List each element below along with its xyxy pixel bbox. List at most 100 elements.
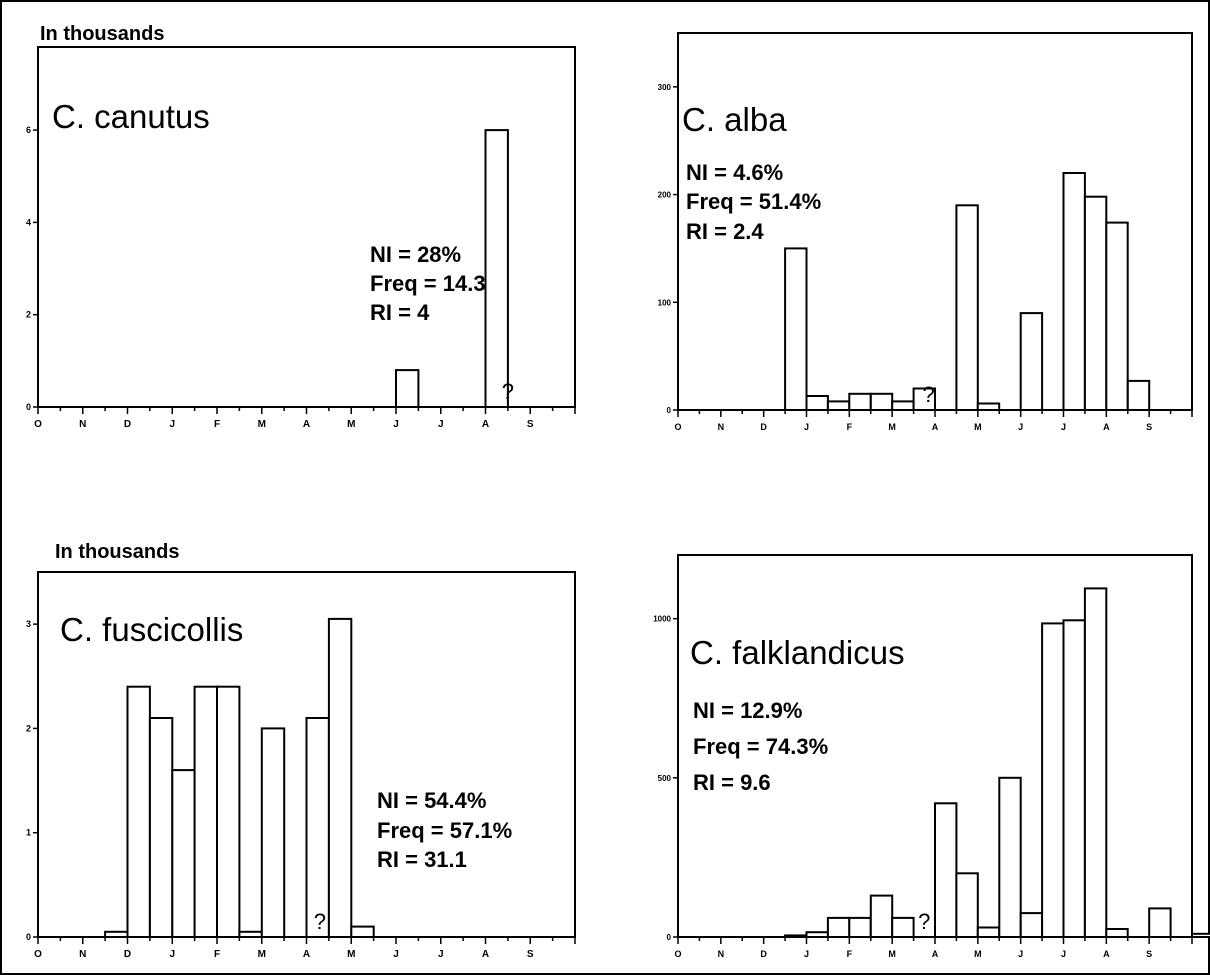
bar (1019, 912, 1044, 938)
month-label: O (34, 419, 42, 430)
month-label: M (974, 422, 982, 432)
stat-ri: RI = 9.6 (693, 770, 771, 795)
month-label: F (847, 949, 853, 959)
bar (848, 916, 872, 939)
y-tick-label: 2 (26, 723, 31, 733)
bar (934, 802, 958, 938)
species-name: C. falklandicus (690, 634, 905, 671)
bar (976, 926, 1001, 938)
bar (869, 392, 894, 411)
month-label: J (438, 419, 444, 430)
bar (955, 204, 979, 411)
species-name: C. fuscicollis (60, 611, 243, 648)
y-tick-label: 6 (26, 125, 31, 135)
month-label: N (718, 949, 725, 959)
month-label: A (303, 419, 310, 430)
month-label: N (79, 419, 86, 430)
month-label: O (34, 949, 42, 960)
species-name: C. canutus (52, 98, 210, 135)
y-tick-label: 1 (26, 828, 31, 838)
y-tick-label: 4 (26, 217, 31, 227)
missing-data-marker: ? (314, 909, 326, 934)
bar (1041, 622, 1065, 939)
month-label: J (1061, 422, 1066, 432)
bar (1105, 221, 1129, 411)
species-name: C. alba (682, 101, 787, 138)
month-label: A (1103, 949, 1110, 959)
stat-ni: NI = 4.6% (686, 160, 783, 185)
bar (1019, 312, 1044, 412)
bar (216, 685, 241, 939)
month-label: D (124, 419, 131, 430)
month-label: J (1061, 949, 1066, 959)
month-label: N (79, 949, 86, 960)
panel-c-falklandicus: C. falklandicus NI = 12.9% Freq = 74.3% … (653, 554, 1210, 959)
month-label: S (1146, 949, 1152, 959)
month-label: J (393, 949, 399, 960)
y-tick-label: 0 (667, 933, 672, 942)
stat-freq: Freq = 14.3% (370, 271, 505, 296)
month-label: M (258, 949, 266, 960)
bar (848, 392, 872, 411)
stat-ri: RI = 4 (370, 300, 430, 325)
stat-ri: RI = 31.1 (377, 847, 467, 872)
y-tick-label: 1000 (653, 615, 671, 624)
bar (171, 769, 196, 938)
month-label: N (718, 422, 725, 432)
bar (305, 717, 330, 938)
month-label: J (1018, 422, 1023, 432)
month-label: F (214, 949, 220, 960)
month-label: A (482, 949, 489, 960)
month-label: J (804, 949, 809, 959)
month-label: M (347, 949, 355, 960)
month-label: O (674, 949, 681, 959)
month-label: F (847, 422, 853, 432)
month-label: M (258, 419, 266, 430)
bar (260, 727, 286, 939)
month-label: M (888, 949, 896, 959)
bar (1126, 379, 1151, 411)
unit-label: In thousands (40, 23, 164, 45)
y-tick-label: 3 (26, 619, 31, 629)
y-tick-label: 200 (658, 191, 672, 200)
bar (126, 685, 151, 939)
month-label: A (1103, 422, 1110, 432)
panel-c-canutus: In thousands C. canutus NI = 28% Freq = … (26, 23, 576, 430)
bar (891, 400, 915, 411)
stat-ni: NI = 12.9% (693, 698, 802, 723)
bar (484, 129, 509, 408)
month-label: J (804, 422, 809, 432)
bar (826, 916, 851, 939)
y-tick-label: 0 (26, 402, 31, 412)
panel-c-alba: C. alba NI = 4.6% Freq = 51.4% RI = 2.4 … (658, 32, 1193, 432)
month-label: M (974, 949, 982, 959)
y-tick-label: 500 (658, 774, 672, 783)
bar (1062, 172, 1086, 411)
y-tick-label: 100 (658, 298, 672, 307)
month-label: S (1146, 422, 1152, 432)
unit-label: In thousands (55, 541, 179, 563)
month-label: J (169, 949, 175, 960)
bar (998, 776, 1022, 938)
panel-c-fuscicollis: In thousands C. fuscicollis NI = 54.4% F… (26, 541, 576, 960)
bar (1083, 587, 1108, 939)
month-label: O (674, 422, 681, 432)
bar (784, 247, 808, 411)
missing-data-marker: ? (502, 379, 514, 404)
missing-data-marker: ? (918, 909, 930, 934)
bar (1191, 932, 1210, 938)
bar (327, 617, 353, 939)
month-label: D (124, 949, 131, 960)
bar (1083, 195, 1108, 411)
month-label: J (393, 419, 399, 430)
month-label: M (888, 422, 896, 432)
stat-ni: NI = 28% (370, 242, 461, 267)
stat-ri: RI = 2.4 (686, 219, 764, 244)
bar (955, 872, 979, 938)
bar (148, 717, 174, 938)
month-label: A (482, 419, 489, 430)
missing-data-marker: ? (922, 382, 934, 407)
bar (1148, 907, 1172, 939)
month-label: J (438, 949, 444, 960)
